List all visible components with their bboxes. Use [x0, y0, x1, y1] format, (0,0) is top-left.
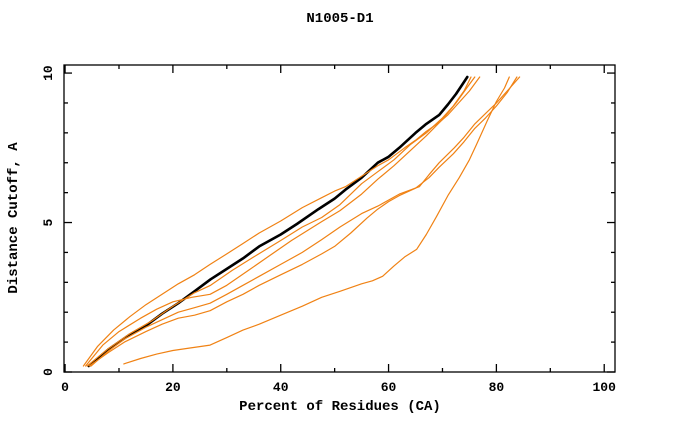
axes-layer: 0 20 40 60 80 100 0 5 10 [41, 64, 617, 395]
y-axis-label: Distance Cutoff, A [6, 142, 22, 294]
x-axis-label: Percent of Residues (CA) [239, 399, 441, 415]
model-curve-2 [84, 76, 476, 367]
x-tick-label: 20 [165, 380, 181, 395]
x-tick-label: 80 [489, 380, 505, 395]
y-tick-label: 5 [41, 218, 56, 226]
x-tick-label: 40 [273, 380, 289, 395]
model-curve-4 [90, 76, 521, 367]
plot-frame [63, 64, 616, 373]
target-curve [87, 75, 469, 368]
model-curve-5 [88, 76, 518, 367]
model-curve-3 [82, 76, 481, 367]
x-tick-label: 0 [61, 380, 69, 395]
y-tick-label: 0 [41, 368, 56, 376]
x-tick-label: 60 [381, 380, 397, 395]
series-layer [82, 75, 521, 368]
model-curve-6 [123, 76, 510, 365]
chart-title: N1005-D1 [306, 11, 373, 27]
y-tick-label: 10 [41, 65, 56, 81]
x-tick-label: 100 [593, 380, 617, 395]
